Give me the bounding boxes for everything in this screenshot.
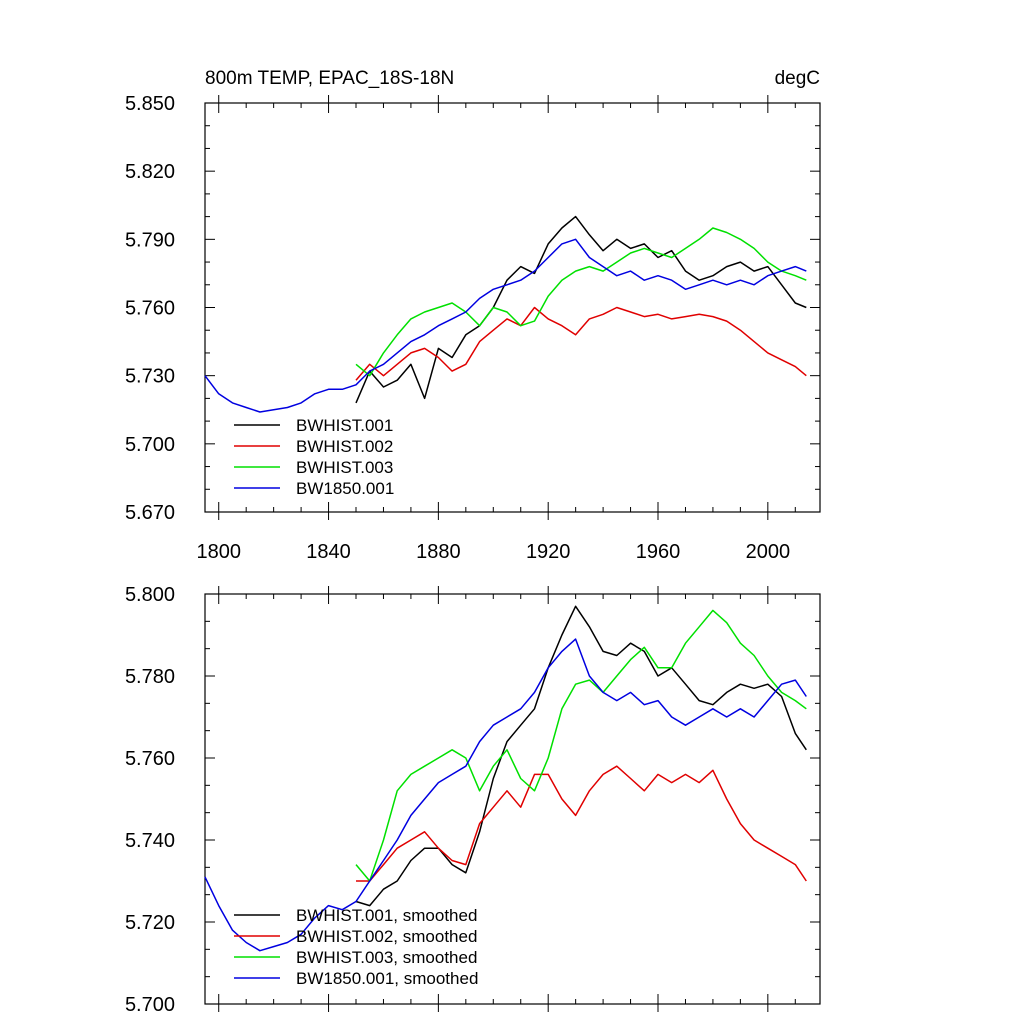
x-tick-label: 1800 (196, 541, 241, 563)
y-tick-label: 5.670 (125, 502, 175, 524)
y-tick-label: 5.700 (125, 994, 175, 1016)
legend-label: BWHIST.001, smoothed (296, 906, 477, 925)
plot-frame (204, 593, 821, 1005)
chart-units: degC (775, 68, 820, 89)
x-tick-label: 1920 (526, 541, 571, 563)
series-line (204, 238, 807, 413)
series-line (356, 765, 807, 882)
series-line (355, 605, 807, 907)
y-tick-label: 5.850 (125, 93, 175, 115)
legend-label: BWHIST.003, smoothed (296, 948, 477, 967)
series-line (355, 306, 807, 381)
series-line (355, 609, 807, 882)
bottom-panel: 5.700 5.720 5.740 5.760 5.780 5.800 BWHIST.001… (125, 584, 821, 1016)
x-tick-label: 1880 (416, 541, 461, 563)
y-tick-label: 5.800 (125, 584, 175, 606)
y-tick-label: 5.820 (125, 161, 175, 183)
series-line (355, 227, 807, 377)
y-tick-label: 5.720 (125, 912, 175, 934)
chart-title: 800m TEMP, EPAC_18S-18N (205, 68, 454, 89)
series-line (204, 638, 807, 952)
x-tick-label: 1960 (636, 541, 681, 563)
legend-label: BWHIST.002 (296, 437, 393, 456)
legend-label: BW1850.001, smoothed (296, 969, 478, 988)
y-tick-label: 5.700 (125, 434, 175, 456)
y-tick-label: 5.730 (125, 366, 175, 388)
x-tick-label: 2000 (746, 541, 791, 563)
y-tick-label: 5.790 (125, 229, 175, 251)
legend-label: BWHIST.002, smoothed (296, 927, 477, 946)
y-tick-label: 5.760 (125, 298, 175, 320)
legend-label: BWHIST.003 (296, 458, 393, 477)
series-line (355, 215, 807, 404)
y-tick-label: 5.760 (125, 748, 175, 770)
legend-label: BW1850.001 (296, 479, 394, 498)
y-tick-label: 5.740 (125, 830, 175, 852)
y-tick-label: 5.780 (125, 666, 175, 688)
top-panel: 1800 1840 1880 1920 1960 2000 5.670 5.700 5.730 5… (125, 93, 821, 563)
x-tick-label: 1840 (306, 541, 351, 563)
legend-label: BWHIST.001 (296, 416, 393, 435)
